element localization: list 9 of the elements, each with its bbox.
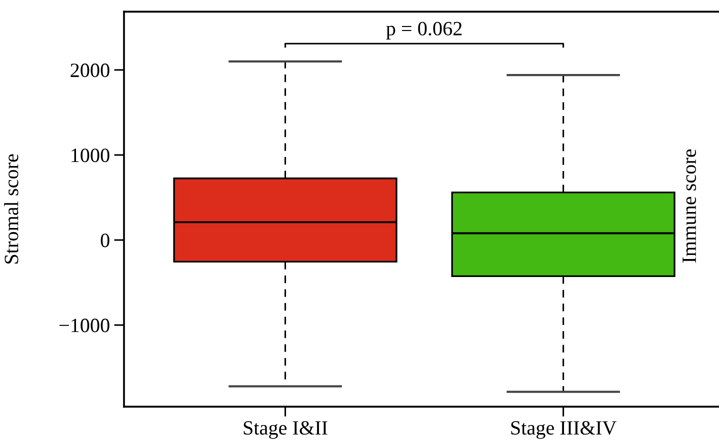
x-tick-label: Stage III&IV: [511, 421, 616, 439]
annotation: p = 0.062: [386, 22, 462, 40]
y-tick-label: 0: [100, 234, 110, 248]
y-axis-title: Stromal score: [4, 154, 18, 264]
y-tick-label: 2000: [70, 64, 110, 78]
x-tick-label: Stage I&II: [244, 421, 328, 439]
annotation: Immune score: [682, 149, 696, 263]
y-tick-label: −1000: [59, 318, 110, 332]
y-tick-label: 1000: [72, 148, 110, 162]
